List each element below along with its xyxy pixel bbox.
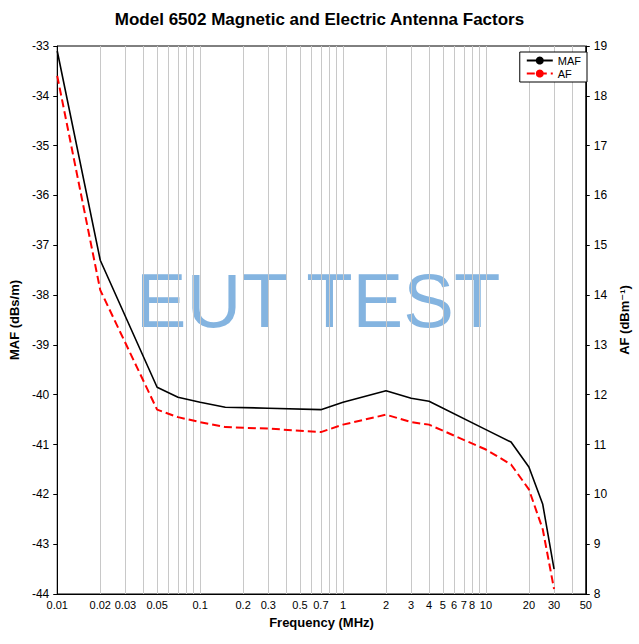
svg-text:0.1: 0.1 xyxy=(192,599,207,611)
svg-text:MAF (dBs/m): MAF (dBs/m) xyxy=(7,280,22,360)
svg-text:3: 3 xyxy=(408,599,414,611)
svg-text:-42: -42 xyxy=(32,487,50,501)
svg-text:4: 4 xyxy=(426,599,432,611)
svg-text:-35: -35 xyxy=(32,139,50,153)
svg-text:-36: -36 xyxy=(32,188,50,202)
svg-text:0.02: 0.02 xyxy=(90,599,111,611)
svg-text:EUT TEST: EUT TEST xyxy=(136,258,501,343)
svg-text:-39: -39 xyxy=(32,338,50,352)
svg-text:MAF: MAF xyxy=(558,55,582,67)
svg-text:7: 7 xyxy=(461,599,467,611)
svg-text:2: 2 xyxy=(383,599,389,611)
svg-text:5: 5 xyxy=(440,599,446,611)
svg-text:10: 10 xyxy=(594,487,608,501)
svg-text:-40: -40 xyxy=(32,388,50,402)
svg-text:0.03: 0.03 xyxy=(115,599,136,611)
svg-text:0.5: 0.5 xyxy=(292,599,307,611)
svg-text:30: 30 xyxy=(548,599,560,611)
svg-text:-34: -34 xyxy=(32,89,50,103)
svg-text:0.7: 0.7 xyxy=(313,599,328,611)
svg-text:-44: -44 xyxy=(31,587,50,601)
svg-text:16: 16 xyxy=(594,188,608,202)
svg-text:0.05: 0.05 xyxy=(146,599,167,611)
svg-text:9: 9 xyxy=(594,537,601,551)
svg-text:12: 12 xyxy=(594,388,608,402)
svg-text:-38: -38 xyxy=(32,288,50,302)
svg-text:1: 1 xyxy=(340,599,346,611)
svg-text:18: 18 xyxy=(594,89,608,103)
svg-text:8: 8 xyxy=(469,599,475,611)
svg-text:0.3: 0.3 xyxy=(261,599,276,611)
svg-text:14: 14 xyxy=(594,288,608,302)
svg-text:Frequency (MHz): Frequency (MHz) xyxy=(269,615,374,630)
svg-text:13: 13 xyxy=(594,338,608,352)
svg-text:-43: -43 xyxy=(32,537,50,551)
svg-text:Model 6502 Magnetic and Electr: Model 6502 Magnetic and Electric Antenna… xyxy=(115,10,524,29)
svg-text:0.01: 0.01 xyxy=(47,599,68,611)
svg-text:19: 19 xyxy=(594,39,608,53)
svg-text:-41: -41 xyxy=(32,438,50,452)
svg-text:6: 6 xyxy=(451,599,457,611)
svg-text:17: 17 xyxy=(594,139,608,153)
svg-text:0.2: 0.2 xyxy=(235,599,250,611)
svg-text:15: 15 xyxy=(594,238,608,252)
svg-text:-33: -33 xyxy=(32,39,50,53)
svg-text:-37: -37 xyxy=(32,238,50,252)
svg-text:50: 50 xyxy=(580,599,592,611)
svg-text:8: 8 xyxy=(594,587,601,601)
svg-text:20: 20 xyxy=(523,599,535,611)
svg-text:11: 11 xyxy=(594,438,607,452)
svg-text:AF: AF xyxy=(558,68,572,80)
svg-text:AF (dBm⁻¹): AF (dBm⁻¹) xyxy=(617,285,632,355)
svg-text:10: 10 xyxy=(480,599,492,611)
